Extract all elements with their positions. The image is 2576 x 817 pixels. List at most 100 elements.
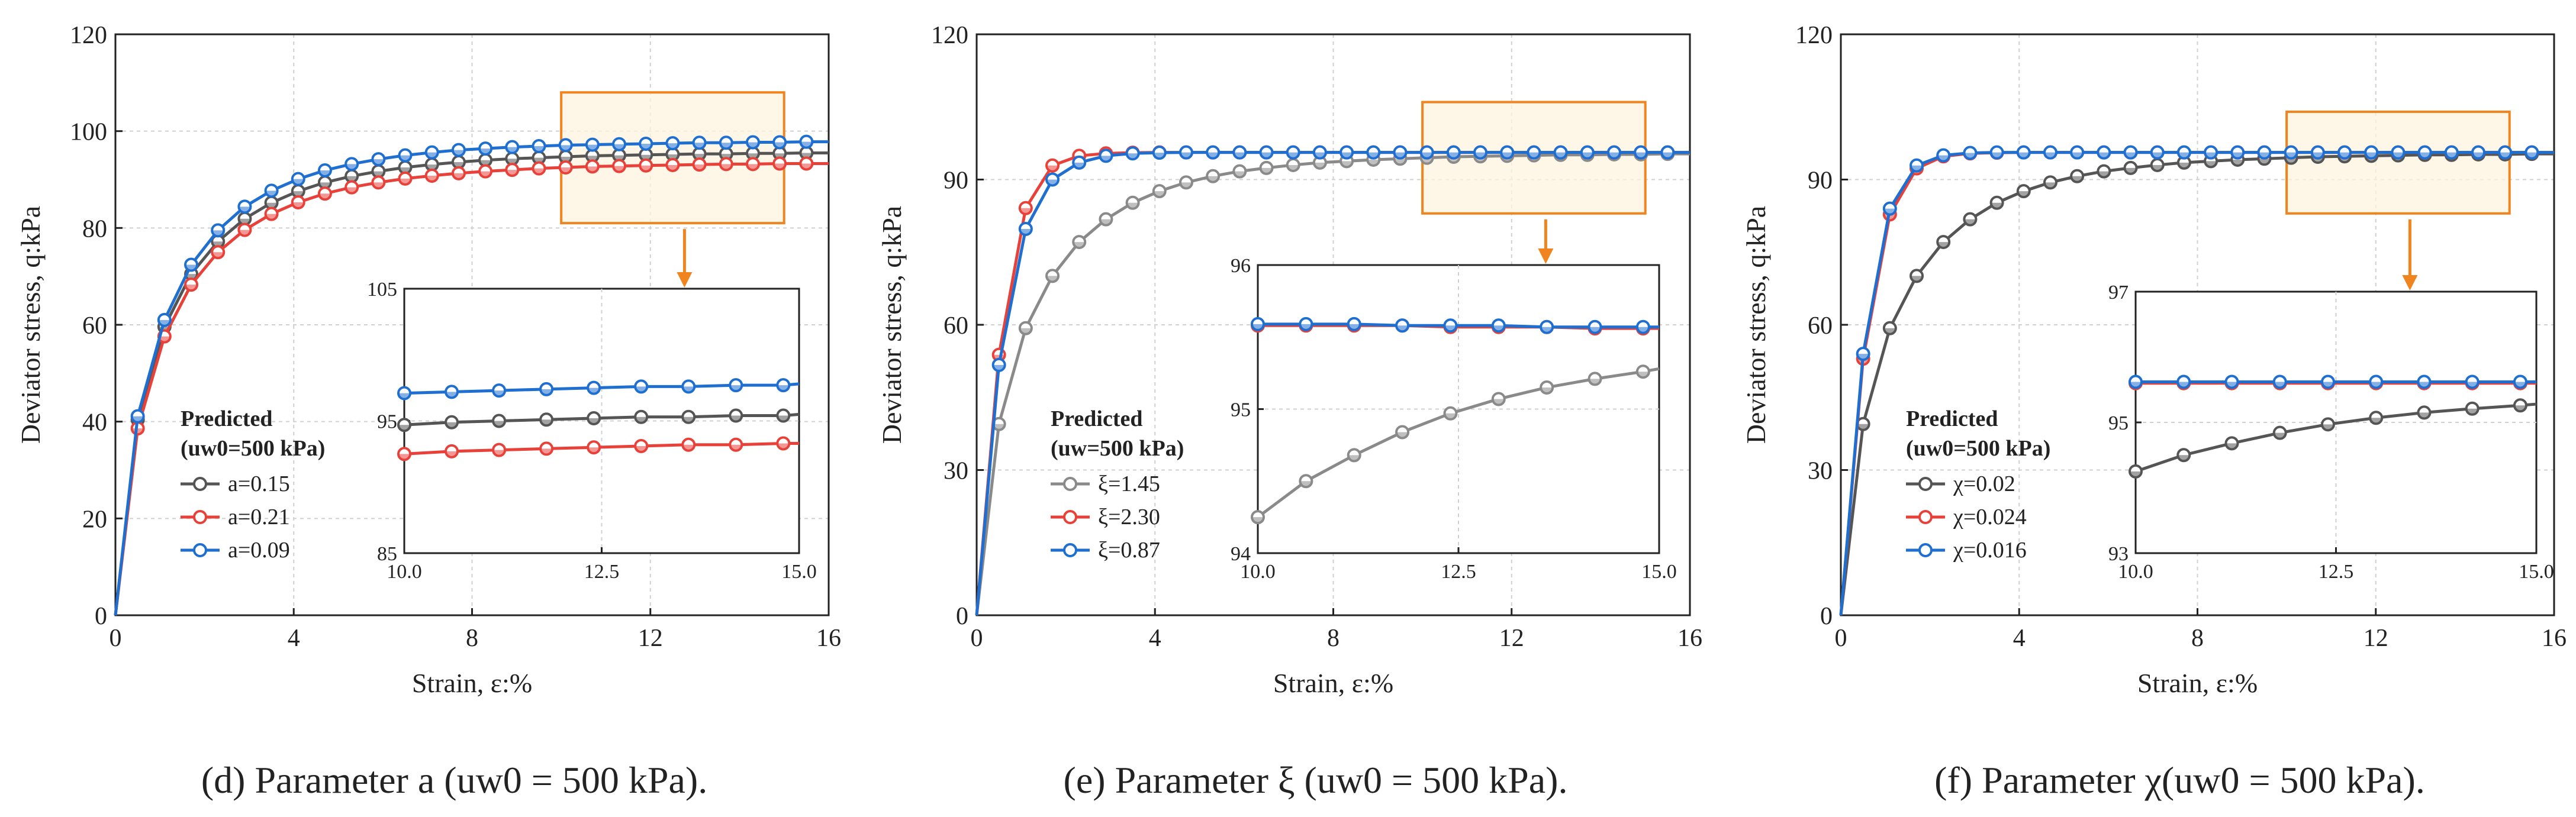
figure-caption: (f) Parameter χ(uw0 = 500 kPa). [1934,759,2425,801]
data-point-fill [2445,152,2458,159]
series-line [114,162,829,616]
data-point-fill [993,364,1005,371]
data-point-fill [746,142,759,148]
data-point-fill [640,165,652,172]
data-point-fill [185,264,198,271]
x-tick-label: 12 [2364,625,2388,652]
inset-data-point-fill [493,390,505,397]
data-point-fill [1421,157,1433,164]
inset-y-tick-label: 96 [1231,255,1251,277]
inset-data-point-fill [398,454,410,460]
data-point-fill [1234,152,1246,159]
inset-x-tick-label: 12.5 [2319,561,2354,583]
data-point-fill [1964,219,1976,225]
inset-data-point-fill [730,415,742,422]
data-point-fill [318,170,331,176]
legend-entry: a=0.15 [228,472,290,496]
legend-swatch-marker [1918,510,1933,524]
data-point-fill [666,143,679,150]
inset-y-tick-label: 94 [1231,543,1251,565]
data-point-fill [1883,208,1896,215]
inset-data-point-fill [446,451,458,457]
inset-y-tick-label: 95 [2108,412,2129,434]
data-point-fill [1046,179,1059,186]
x-tick-label: 4 [288,625,300,652]
x-tick-label: 16 [816,625,841,652]
legend-entry: χ=0.024 [1953,505,2027,529]
data-point-fill [2017,191,2030,198]
inset-data-point-fill [682,416,695,423]
data-point-fill [399,178,411,185]
data-point-fill [586,144,598,151]
data-point-fill [746,164,759,170]
data-point-fill [1019,328,1032,334]
y-axis-label: Deviator stress, q:kPa [877,206,907,444]
data-point-fill [1234,171,1246,177]
data-point-fill [1287,164,1299,171]
data-point-fill [372,159,385,166]
x-tick-label: 16 [2542,625,2567,652]
x-tick-label: 0 [971,625,983,652]
data-point-fill [1207,176,1219,182]
inset-plot: 10.0 12.5 15.0 93 95 97 [2108,282,2554,583]
data-point-fill [318,193,331,200]
data-point-fill [212,230,224,237]
legend-title: Predicted [1906,406,1998,431]
inset-data-point-fill [1541,327,1553,333]
figure-caption: (e) Parameter ξ (uw0 = 500 kPa). [1064,759,1568,801]
series-2 [114,156,829,616]
y-tick-label: 100 [70,119,107,146]
inset-data-point-fill [1300,481,1312,487]
data-point-fill [1421,152,1433,159]
inset-y-tick-label: 97 [2108,282,2129,303]
plot-frame [1840,33,2555,616]
inset-data-point-fill [540,448,553,455]
data-point-fill [346,187,358,193]
data-point-fill [1313,152,1326,159]
legend-subtitle: (uw0=500 kPa) [1906,436,2050,461]
inset-data-point-fill [1589,327,1601,333]
x-tick-label: 8 [466,625,478,652]
data-point-fill [1911,276,1923,282]
y-axis-label: Deviator stress, q:kPa [1741,206,1771,444]
y-tick-label: 120 [70,22,107,49]
data-point-fill [2124,167,2137,174]
y-tick-label: 0 [95,603,107,630]
y-tick-label: 30 [944,458,968,485]
legend-entry: a=0.21 [228,505,290,529]
inset-plot: 10.0 12.5 15.0 85 95 105 [367,279,817,583]
inset-series-line [404,382,800,395]
zoom-arrow-head [2402,275,2418,290]
inset-data-point-fill [2418,412,2430,419]
data-point-fill [774,142,786,148]
inset-data-point-fill [2514,382,2526,388]
data-point-fill [1260,167,1273,174]
data-point-fill [1287,152,1299,159]
figure-caption: (d) Parameter a (uw0 = 500 kPa). [201,759,707,801]
legend-entry: a=0.09 [228,538,290,563]
inset-data-point-fill [730,444,742,451]
data-point-fill [292,202,304,208]
data-point-fill [1635,152,1647,159]
data-point-fill [2205,152,2217,159]
inset-data-point-fill [588,387,600,394]
data-point-fill [2178,162,2190,169]
inset-data-point-fill [2274,432,2286,439]
inset-data-point-fill [1348,324,1360,330]
inset-data-point-fill [398,393,410,399]
y-tick-label: 90 [1808,167,1833,195]
legend-swatch-marker [1918,477,1933,491]
series-3 [1839,145,2554,616]
legend-entry: ξ=0.87 [1098,538,1160,563]
data-point-fill [993,424,1005,430]
inset-data-point-fill [540,389,553,395]
data-point-fill [185,285,198,291]
inset-data-point-fill [1252,517,1264,524]
data-point-fill [1100,156,1112,162]
inset-data-point-fill [730,385,742,392]
zoom-arrow-head [1538,248,1554,264]
inset-y-tick-label: 93 [2108,543,2129,565]
data-point-fill [318,182,331,189]
data-point-fill [1046,276,1059,282]
data-point-fill [1019,208,1032,214]
